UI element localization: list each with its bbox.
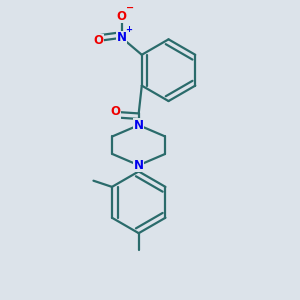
Text: O: O bbox=[111, 105, 121, 119]
Text: +: + bbox=[125, 25, 132, 34]
Text: O: O bbox=[94, 34, 103, 47]
Text: N: N bbox=[134, 118, 144, 132]
Text: N: N bbox=[117, 31, 127, 44]
Text: O: O bbox=[117, 10, 127, 23]
Text: N: N bbox=[134, 159, 144, 172]
Text: −: − bbox=[126, 2, 134, 13]
